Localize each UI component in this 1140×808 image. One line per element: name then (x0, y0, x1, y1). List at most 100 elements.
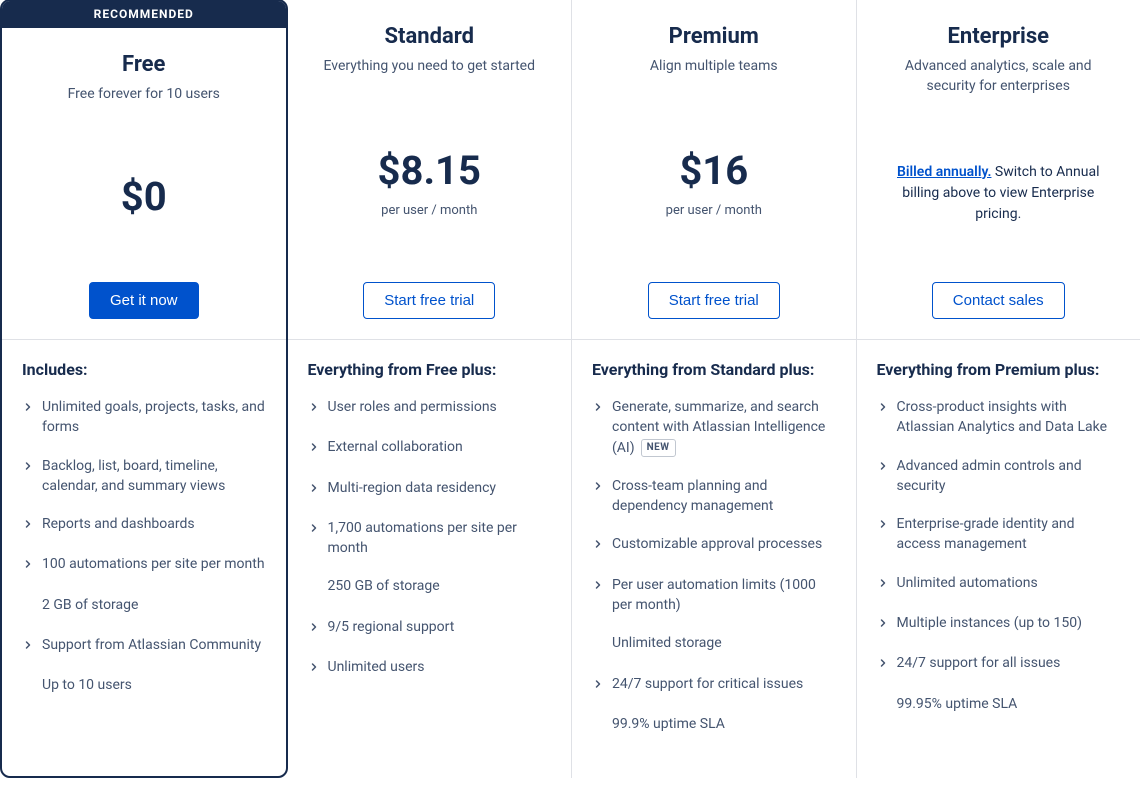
features-section: Everything from Standard plus: Generate, … (572, 340, 856, 778)
feature-text-label: 9/5 regional support (328, 619, 455, 635)
feature-text: Enterprise-grade identity and access man… (897, 514, 1121, 555)
features-title: Everything from Premium plus: (877, 360, 1121, 379)
feature-text-label: Unlimited storage (612, 635, 722, 651)
plan-column: StandardEverything you need to get start… (288, 0, 573, 778)
cta-button[interactable]: Contact sales (932, 282, 1065, 319)
feature-text: 99.95% uptime SLA (897, 694, 1121, 714)
price-sub: per user / month (666, 203, 762, 218)
feature-text-label: Unlimited goals, projects, tasks, and fo… (42, 399, 265, 435)
plan-header: StandardEverything you need to get start… (288, 0, 572, 340)
feature-item: Backlog, list, board, timeline, calendar… (22, 456, 266, 497)
feature-item: Enterprise-grade identity and access man… (877, 514, 1121, 555)
feature-list: Generate, summarize, and search content … (592, 397, 836, 736)
feature-text: 1,700 automations per site per month (328, 518, 552, 559)
feature-text-label: Reports and dashboards (42, 516, 195, 532)
features-title: Everything from Standard plus: (592, 360, 836, 379)
feature-text-label: Per user automation limits (1000 per mon… (612, 577, 816, 613)
feature-text: External collaboration (328, 437, 552, 457)
chevron-right-icon (308, 619, 328, 639)
feature-text-label: Multiple instances (up to 150) (897, 615, 1082, 631)
feature-text: Unlimited automations (897, 573, 1121, 593)
feature-text-label: Support from Atlassian Community (42, 637, 261, 653)
price-block: $16 per user / month (592, 85, 836, 282)
feature-text: 100 automations per site per month (42, 554, 266, 574)
chevron-right-icon (22, 458, 42, 478)
feature-item: Customizable approval processes (592, 534, 836, 556)
features-section: Includes: Unlimited goals, projects, task… (2, 340, 286, 740)
feature-list: User roles and permissions External colla… (308, 397, 552, 679)
plan-price: $8.15 (378, 149, 481, 193)
feature-text-label: 1,700 automations per site per month (328, 520, 517, 556)
features-title: Includes: (22, 360, 266, 379)
plan-tagline: Align multiple teams (592, 57, 836, 77)
billed-annually-link[interactable]: Billed annually. (897, 164, 991, 180)
chevron-right-icon (592, 399, 612, 419)
plan-name: Free (22, 52, 266, 77)
features-section: Everything from Premium plus: Cross-produ… (857, 340, 1140, 758)
chevron-right-icon (592, 536, 612, 556)
feature-text-label: Up to 10 users (42, 677, 132, 693)
feature-text: Support from Atlassian Community (42, 635, 266, 655)
feature-item: Per user automation limits (1000 per mon… (592, 575, 836, 616)
feature-item: 99.9% uptime SLA (592, 714, 836, 736)
chevron-right-icon (308, 439, 328, 459)
feature-text: 9/5 regional support (328, 617, 552, 637)
feature-text-label: User roles and permissions (328, 399, 497, 415)
chevron-right-icon (592, 478, 612, 498)
feature-item: Unlimited storage (592, 633, 836, 655)
feature-text: 24/7 support for critical issues (612, 674, 836, 694)
chevron-right-icon (22, 556, 42, 576)
feature-text-label: Unlimited users (328, 659, 425, 675)
plan-column: Enterprise Advanced analytics, scale and … (857, 0, 1140, 778)
price-block: $0 (22, 113, 266, 282)
chevron-right-icon (22, 399, 42, 419)
feature-item: 1,700 automations per site per month (308, 518, 552, 559)
plan-tagline: Free forever for 10 users (22, 85, 266, 105)
cta-button[interactable]: Start free trial (363, 282, 495, 319)
feature-text-label: 250 GB of storage (328, 578, 440, 594)
feature-text-label: 99.9% uptime SLA (612, 716, 725, 732)
feature-item: Cross-team planning and dependency manag… (592, 476, 836, 517)
plan-price: $16 (679, 149, 748, 193)
feature-item: 100 automations per site per month (22, 554, 266, 576)
feature-item: User roles and permissions (308, 397, 552, 419)
plan-header: Free Free forever for 10 users $0 Get it no… (2, 28, 286, 340)
feature-list: Cross-product insights with Atlassian An… (877, 397, 1121, 716)
enterprise-pricing-note: Billed annually. Switch to Annual billin… (877, 162, 1121, 225)
feature-item: Up to 10 users (22, 675, 266, 697)
feature-text: 2 GB of storage (42, 595, 266, 615)
plan-name: Enterprise (877, 24, 1121, 49)
plan-tagline: Advanced analytics, scale and security f… (877, 57, 1121, 96)
cta-button[interactable]: Get it now (89, 282, 199, 319)
feature-text: Reports and dashboards (42, 514, 266, 534)
feature-text: Unlimited users (328, 657, 552, 677)
plan-price: $0 (121, 175, 167, 219)
chevron-right-icon (308, 399, 328, 419)
features-section: Everything from Free plus:User roles and… (288, 340, 572, 721)
feature-text-label: Cross-product insights with Atlassian An… (897, 399, 1108, 435)
feature-text: Generate, summarize, and search content … (612, 397, 836, 458)
plan-tagline: Everything you need to get started (308, 57, 552, 77)
plan-column: PremiumAlign multiple teams$16per user /… (572, 0, 857, 778)
feature-text: Customizable approval processes (612, 534, 836, 554)
feature-text-label: Backlog, list, board, timeline, calendar… (42, 458, 225, 494)
chevron-right-icon (877, 615, 897, 635)
feature-text-label: External collaboration (328, 439, 463, 455)
chevron-right-icon (308, 480, 328, 500)
feature-text: 24/7 support for all issues (897, 653, 1121, 673)
feature-item: Cross-product insights with Atlassian An… (877, 397, 1121, 438)
feature-text-label: 100 automations per site per month (42, 556, 265, 572)
cta-button[interactable]: Start free trial (648, 282, 780, 319)
feature-item: Unlimited goals, projects, tasks, and fo… (22, 397, 266, 438)
chevron-right-icon (877, 655, 897, 675)
feature-text: Advanced admin controls and security (897, 456, 1121, 497)
feature-text-label: 24/7 support for critical issues (612, 676, 803, 692)
chevron-right-icon (877, 399, 897, 419)
chevron-right-icon (877, 575, 897, 595)
feature-text: Multi-region data residency (328, 478, 552, 498)
feature-item: 2 GB of storage (22, 595, 266, 617)
feature-item: Multi-region data residency (308, 478, 552, 500)
feature-text: Cross-team planning and dependency manag… (612, 476, 836, 517)
feature-item: Advanced admin controls and security (877, 456, 1121, 497)
feature-text-label: Unlimited automations (897, 575, 1038, 591)
